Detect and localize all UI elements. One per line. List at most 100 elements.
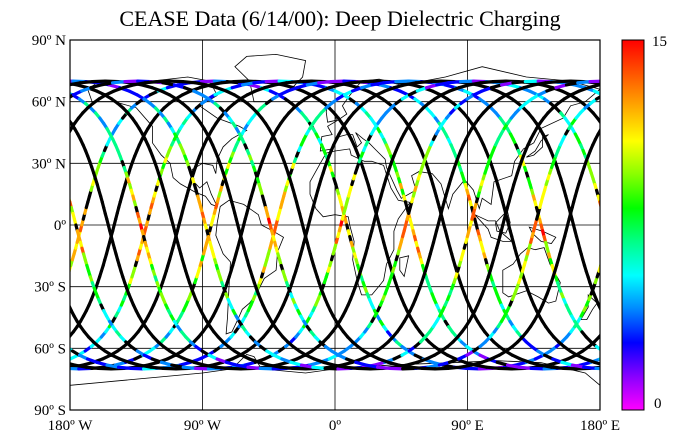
orbit-track-segment	[645, 362, 655, 365]
orbit-track-segment	[22, 266, 24, 272]
orbit-track-segment	[24, 337, 29, 342]
orbit-track-segment	[51, 254, 53, 260]
orbit-track-segment	[110, 85, 120, 88]
orbit-track-segment	[615, 208, 617, 214]
orbit-track-segment	[581, 362, 591, 365]
orbit-track-segment	[649, 367, 661, 368]
orbit-track-segment	[351, 82, 363, 83]
orbit-track-segment	[525, 81, 538, 82]
orbit-track-segment	[652, 190, 654, 196]
orbit-track-segment	[445, 85, 455, 88]
orbit-track-segment	[13, 134, 16, 139]
orbit-track-segment	[437, 83, 448, 85]
orbit-track-segment	[362, 85, 372, 88]
orbit-track-segment	[25, 162, 27, 168]
orbit-track-segment	[325, 368, 338, 369]
orbit-track-segment	[77, 85, 87, 88]
orbit-track-segment	[9, 91, 17, 95]
orbit-track-segment	[680, 260, 682, 266]
orbit-track-segment	[661, 347, 667, 351]
orbit-track-segment	[42, 316, 45, 321]
orbit-track-segment	[609, 237, 611, 243]
orbit-track-segment	[19, 254, 21, 260]
orbit-track-segment	[4, 305, 7, 311]
orbit-track-segment	[151, 367, 163, 368]
orbit-track-segment	[662, 118, 666, 123]
orbit-track-segment	[342, 362, 352, 365]
orbit-track-segment	[653, 277, 655, 283]
orbit-track-segment	[172, 365, 183, 367]
orbit-track-segment	[10, 219, 12, 225]
orbit-track-segment	[23, 103, 28, 108]
orbit-track-segment	[10, 118, 14, 123]
orbit-track-segment	[493, 81, 506, 82]
orbit-track-segment	[66, 368, 79, 369]
orbit-track-segment	[13, 231, 15, 237]
orbit-track-segment	[600, 355, 608, 359]
orbit-track-segment	[49, 88, 58, 91]
orbit-track-segment	[469, 83, 480, 85]
orbit-track-segment	[55, 359, 64, 362]
orbit-track-segment	[649, 118, 653, 123]
orbit-track-segment	[616, 202, 618, 208]
orbit-track-segment	[53, 82, 65, 83]
orbit-track-segment	[254, 82, 266, 83]
orbit-track-segment	[654, 342, 659, 347]
orbit-track-segment	[18, 108, 23, 113]
orbit-track-segment	[55, 266, 57, 272]
orbit-track-segment	[545, 82, 557, 83]
orbit-track-segment	[674, 237, 676, 243]
orbit-track-segment	[647, 208, 649, 214]
orbit-track-segment	[4, 129, 7, 134]
orbit-track-segment	[572, 365, 583, 367]
orbit-track-segment	[86, 367, 98, 368]
orbit-track-segment	[666, 260, 668, 266]
orbit-track-segment	[653, 113, 657, 118]
orbit-track-segment	[48, 242, 50, 248]
orbit-track-segment	[665, 202, 667, 208]
orbit-track-segment	[604, 219, 606, 225]
orbit-track-segment	[481, 82, 493, 83]
orbit-track-segment	[611, 242, 613, 248]
orbit-track-segment	[672, 237, 674, 243]
orbit-track-segment	[613, 213, 615, 219]
orbit-track-segment	[26, 277, 28, 283]
orbit-track-segment	[75, 365, 87, 367]
orbit-track-segment	[478, 85, 488, 88]
orbit-track-segment	[656, 359, 665, 362]
orbit-track-segment	[681, 202, 683, 208]
orbit-track-segment	[655, 283, 657, 289]
orbit-track-segment	[646, 213, 648, 219]
orbit-track-segment	[293, 368, 306, 369]
orbit-track-segment	[448, 82, 460, 83]
orbit-track-segment	[656, 342, 661, 347]
orbit-track-segment	[669, 316, 672, 321]
orbit-track-segment	[8, 351, 15, 355]
orbit-track-segment	[213, 362, 223, 365]
orbit-track-segment	[617, 266, 619, 272]
orbit-track-segment	[115, 362, 125, 365]
orbit-track-segment	[672, 134, 675, 139]
orbit-track-segment	[0, 342, 2, 347]
orbit-track-segment	[673, 95, 680, 99]
orbit-track-segment	[602, 254, 604, 260]
orbit-track-segment	[3, 118, 7, 123]
orbit-track-segment	[210, 83, 221, 85]
orbit-track-segment	[534, 83, 545, 85]
orbit-track-segment	[29, 359, 38, 362]
orbit-track-segment	[0, 81, 8, 82]
orbit-track-segment	[674, 368, 683, 369]
orbit-track-segment	[45, 85, 55, 88]
orbit-track-segment	[0, 185, 2, 191]
orbit-track-segment	[329, 85, 339, 88]
orbit-track-segment	[131, 368, 144, 369]
orbit-track-segment	[15, 355, 23, 359]
orbit-track-segment	[119, 367, 131, 368]
orbit-track-segment	[657, 173, 659, 179]
orbit-track-segment	[0, 82, 1, 83]
orbit-track-segment	[23, 359, 32, 362]
orbit-track-segment	[618, 196, 620, 202]
orbit-track-segment	[2, 95, 9, 99]
orbit-track-segment	[510, 85, 520, 88]
orbit-track-segment	[313, 367, 325, 368]
